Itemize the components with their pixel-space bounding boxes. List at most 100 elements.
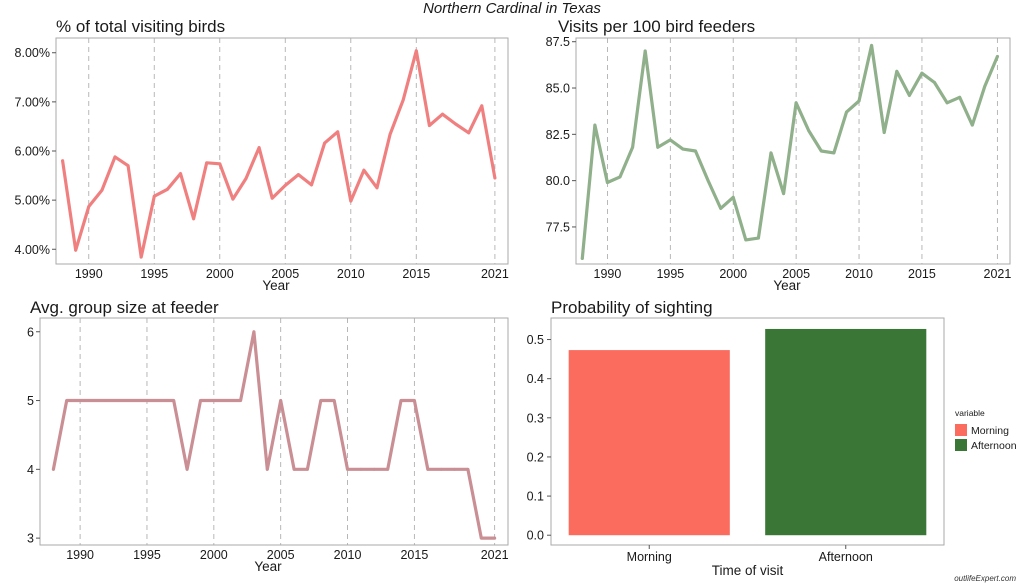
data-point: [493, 176, 497, 180]
data-point: [744, 238, 748, 242]
y-tick-label: 7.00%: [15, 95, 50, 109]
y-tick-label: 6: [27, 325, 34, 339]
data-point: [199, 399, 202, 402]
x-tick-label: 2015: [908, 267, 936, 281]
data-point: [362, 168, 366, 172]
data-point: [375, 186, 379, 190]
data-point: [257, 146, 261, 149]
x-tick-label: 1995: [133, 548, 161, 562]
y-tick-label: 77.5: [546, 220, 570, 234]
data-point: [61, 159, 64, 163]
x-tick-label: 1995: [656, 267, 684, 281]
data-point: [945, 101, 949, 105]
y-tick-label: 85.0: [546, 82, 570, 96]
data-point: [681, 147, 685, 151]
data-point: [631, 145, 635, 149]
data-point: [212, 399, 216, 402]
data-point: [51, 467, 55, 471]
data-point: [706, 179, 710, 183]
data-point: [467, 131, 471, 135]
x-tick-label: 2010: [334, 548, 362, 562]
data-point: [819, 149, 823, 153]
legend-label: Morning: [971, 425, 1009, 437]
data-point: [100, 188, 104, 192]
data-point: [139, 255, 143, 259]
data-point: [92, 399, 95, 402]
data-point: [895, 69, 899, 73]
data-point: [372, 467, 376, 471]
data-point: [332, 399, 336, 402]
watermark: outlifeExpert.com: [954, 574, 1016, 583]
data-point: [996, 55, 999, 58]
data-point: [413, 399, 416, 402]
bar-morning: [568, 350, 730, 536]
panel-border: [550, 317, 945, 546]
data-point: [78, 399, 82, 402]
y-tick-label: 8.00%: [15, 46, 50, 60]
x-tick-label: 2015: [402, 267, 430, 281]
x-tick-label: Morning: [627, 550, 672, 564]
data-point: [118, 399, 122, 402]
x-tick-label: 2021: [984, 267, 1012, 281]
y-tick-label: 5.00%: [15, 194, 50, 208]
data-point: [185, 467, 189, 471]
chart-title: Visits per 100 bird feeders: [558, 17, 755, 36]
y-tick-label: 5: [27, 394, 34, 408]
x-tick-label: 2015: [400, 548, 428, 562]
data-point: [231, 197, 235, 201]
data-point: [427, 124, 431, 127]
data-point: [244, 177, 248, 180]
data-point: [832, 151, 836, 155]
data-point: [870, 44, 874, 47]
panel-border: [39, 317, 509, 546]
data-point: [158, 399, 162, 402]
x-tick-label: 1990: [75, 267, 103, 281]
legend-swatch: [955, 424, 967, 436]
y-tick-label: 0.4: [527, 372, 544, 386]
y-tick-label: 6.00%: [15, 145, 50, 159]
data-point: [882, 131, 886, 134]
data-point: [306, 467, 309, 471]
chart-prob: Probability of sighting 0.0 0.1 0.2 0.3 0.4 0.…: [527, 298, 1017, 578]
y-tick-label: 4.00%: [15, 243, 50, 257]
legend-title: variable: [955, 408, 985, 418]
x-tick-label: 2005: [267, 548, 295, 562]
data-point: [668, 138, 672, 142]
data-point: [719, 207, 723, 210]
y-tick-label: 4: [27, 463, 34, 477]
series-line: [580, 43, 1000, 260]
data-point: [239, 399, 242, 402]
data-point: [359, 467, 363, 471]
x-tick-label: 2000: [206, 267, 234, 281]
y-tick-label: 80.0: [546, 174, 570, 188]
x-tick-label: 2021: [481, 267, 509, 281]
data-point: [782, 192, 785, 196]
x-tick-label: 2000: [200, 548, 228, 562]
data-point: [593, 123, 597, 127]
panel-border: [575, 37, 1011, 265]
data-point: [218, 162, 222, 166]
x-tick-label: Afternoon: [819, 550, 873, 564]
y-tick-label: 0.5: [527, 333, 544, 347]
data-point: [907, 94, 911, 97]
data-point: [399, 399, 403, 402]
data-point: [310, 183, 313, 187]
data-point: [479, 536, 483, 540]
data-point: [580, 257, 584, 260]
legend-swatch: [955, 439, 967, 451]
data-point: [643, 49, 647, 53]
data-point: [323, 141, 326, 145]
data-point: [192, 217, 195, 221]
data-point: [105, 399, 109, 402]
data-point: [65, 399, 69, 402]
data-point: [958, 95, 962, 99]
data-point: [983, 84, 987, 88]
data-point: [439, 467, 443, 471]
data-point: [225, 399, 229, 402]
data-point: [694, 149, 697, 153]
data-point: [346, 467, 349, 471]
data-point: [283, 183, 287, 187]
data-point: [656, 145, 660, 149]
data-point: [386, 467, 390, 471]
x-axis-label: Year: [262, 278, 290, 293]
